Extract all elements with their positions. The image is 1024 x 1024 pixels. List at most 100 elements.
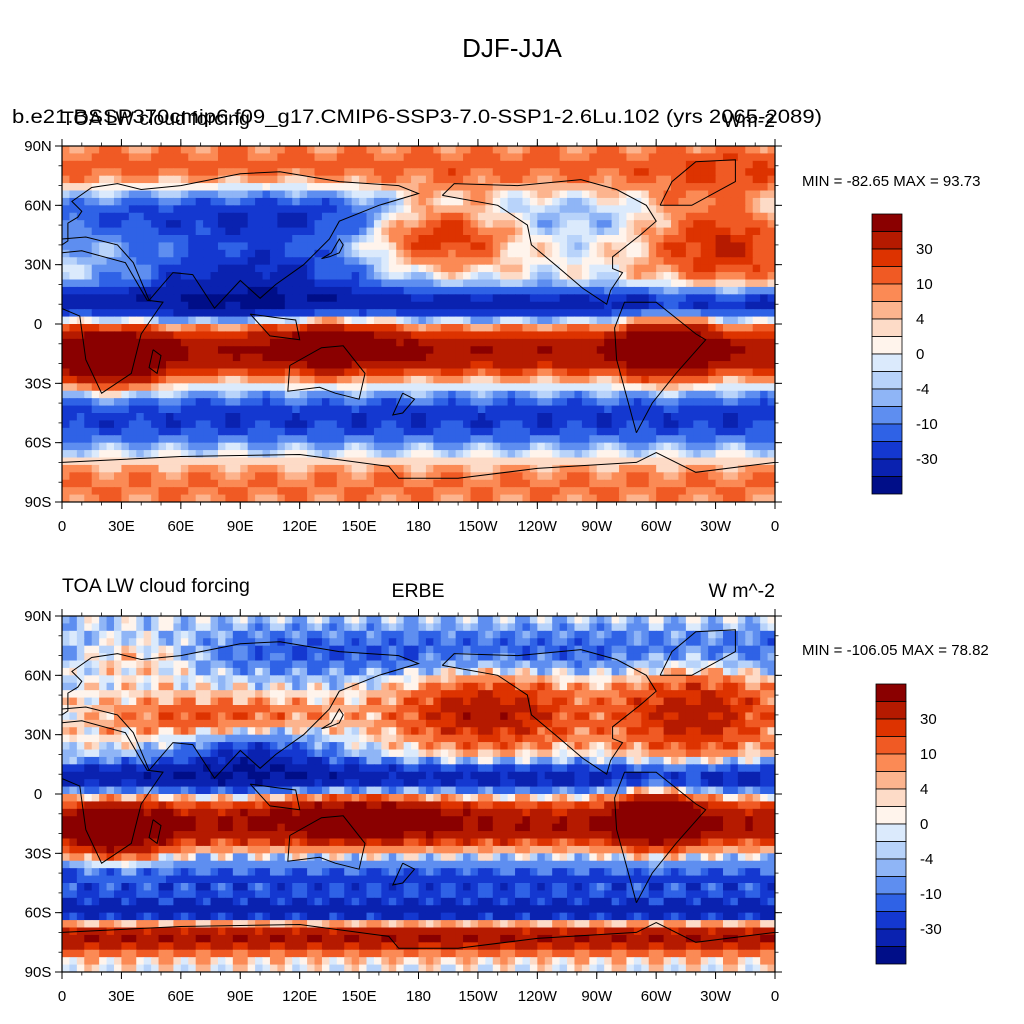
- field-cell: [715, 457, 724, 466]
- field-cell: [76, 435, 85, 444]
- field-cell: [663, 279, 672, 288]
- field-cell: [433, 616, 442, 625]
- field-cell: [351, 279, 360, 288]
- field-cell: [418, 368, 427, 377]
- field-cell: [277, 398, 286, 407]
- field-cell: [544, 175, 553, 184]
- field-cell: [723, 175, 732, 184]
- field-cell: [314, 294, 323, 303]
- field-cell: [500, 405, 509, 414]
- field-cell: [656, 427, 665, 436]
- field-cell: [217, 153, 226, 162]
- field-cell: [619, 427, 628, 436]
- field-cell: [210, 264, 219, 273]
- field-cell: [299, 405, 308, 414]
- field-cell: [188, 257, 197, 266]
- field-cell: [106, 249, 115, 258]
- field-cell: [151, 205, 160, 214]
- field-cell: [537, 197, 546, 206]
- field-cell: [359, 183, 368, 192]
- field-cell: [381, 435, 390, 444]
- field-cell: [604, 220, 613, 229]
- field-cell: [136, 197, 145, 206]
- field-cell: [507, 301, 516, 310]
- field-cell: [648, 205, 657, 214]
- field-cell: [633, 472, 642, 481]
- field-cell: [180, 294, 189, 303]
- field-cell: [165, 479, 175, 488]
- field-cell: [381, 309, 390, 318]
- field-cell: [500, 286, 509, 295]
- field-cell: [232, 623, 241, 632]
- field-cell: [693, 487, 702, 496]
- field-cell: [448, 183, 457, 192]
- field-cell: [225, 368, 234, 377]
- field-cell: [195, 413, 204, 422]
- field-cell: [99, 479, 108, 488]
- field-cell: [69, 257, 78, 266]
- field-cell: [552, 197, 561, 206]
- field-cell: [344, 227, 353, 236]
- field-cell: [336, 294, 345, 303]
- field-cell: [344, 479, 353, 488]
- field-cell: [425, 220, 434, 229]
- field-cell: [366, 301, 375, 310]
- field-cell: [314, 227, 323, 236]
- field-cell: [336, 375, 345, 384]
- field-cell: [708, 242, 717, 251]
- field-cell: [470, 435, 479, 444]
- field-cell: [544, 442, 553, 451]
- field-cell: [195, 175, 204, 184]
- field-cell: [299, 279, 308, 288]
- field-cell: [619, 220, 628, 229]
- field-cell: [515, 331, 524, 340]
- field-cell: [433, 383, 442, 392]
- field-cell: [611, 242, 620, 251]
- field-cell: [255, 450, 264, 459]
- field-cell: [567, 375, 576, 384]
- field-cell: [359, 227, 368, 236]
- field-cell: [76, 279, 85, 288]
- field-cell: [210, 183, 219, 192]
- field-cell: [745, 616, 754, 625]
- field-cell: [455, 286, 464, 295]
- field-cell: [188, 205, 197, 214]
- field-cell: [730, 220, 739, 229]
- field-cell: [292, 146, 301, 155]
- field-cell: [255, 472, 264, 481]
- field-cell: [255, 616, 264, 625]
- field-cell: [217, 220, 226, 229]
- field-cell: [678, 190, 687, 199]
- field-cell: [515, 487, 524, 496]
- field-cell: [433, 242, 442, 251]
- field-cell: [307, 464, 316, 473]
- field-cell: [173, 487, 182, 496]
- field-cell: [745, 146, 754, 155]
- field-cell: [596, 183, 605, 192]
- field-cell: [411, 146, 420, 155]
- field-cell: [307, 479, 316, 488]
- field-cell: [678, 286, 687, 295]
- field-cell: [292, 168, 301, 177]
- field-cell: [470, 623, 479, 632]
- field-cell: [693, 153, 702, 162]
- field-cell: [307, 435, 316, 444]
- field-cell: [500, 383, 509, 392]
- field-cell: [418, 346, 427, 355]
- field-cell: [463, 442, 472, 451]
- field-cell: [240, 413, 249, 422]
- field-cell: [388, 235, 397, 244]
- field-cell: [151, 623, 160, 632]
- field-cell: [678, 264, 687, 273]
- field-cell: [433, 160, 442, 169]
- field-cell: [84, 413, 93, 422]
- field-cell: [708, 616, 717, 625]
- field-cell: [344, 220, 353, 229]
- field-cell: [752, 494, 761, 502]
- field-cell: [693, 413, 702, 422]
- field-cell: [737, 346, 746, 355]
- field-cell: [589, 309, 598, 318]
- field-cell: [500, 197, 509, 206]
- field-cell: [158, 427, 167, 436]
- field-cell: [336, 286, 345, 295]
